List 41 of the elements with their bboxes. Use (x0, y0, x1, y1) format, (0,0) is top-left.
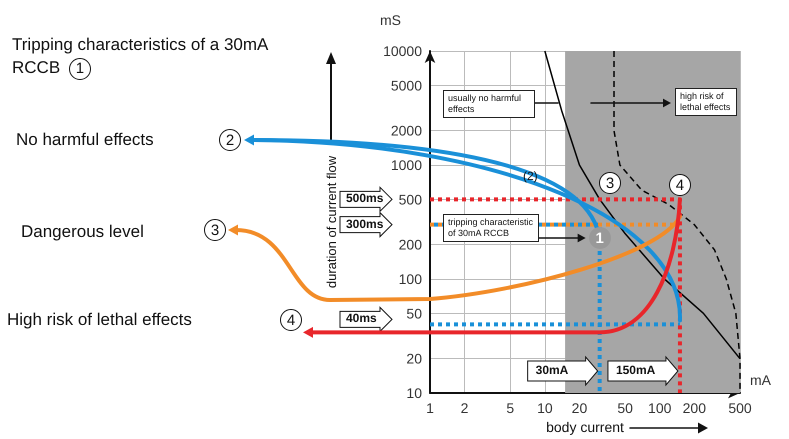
annotation: 150mA (616, 363, 656, 377)
text: Dangerous level (21, 221, 144, 243)
x-tick-label: 20 (572, 400, 588, 416)
y-axis-title: duration of current flow (324, 155, 339, 288)
annotation: usually no harmful effects (443, 90, 535, 118)
annotation: tripping characteristic of 30mA RCCB (443, 214, 539, 242)
y-tick-label: 10 (406, 385, 422, 401)
text: 40ms (346, 311, 377, 326)
y-tick-label: 100 (398, 271, 422, 287)
annotation: 4 (668, 174, 691, 196)
x-tick-label: 500 (728, 400, 752, 416)
x-tick-label: 5 (506, 400, 514, 416)
x-tick-label: 100 (648, 400, 672, 416)
text: mS (380, 12, 401, 28)
x-tick-label: 2 (460, 400, 469, 416)
x-axis-title: body current (546, 418, 624, 435)
text: 3 (204, 219, 226, 241)
annotation: 1 (588, 227, 611, 249)
x-tick-label: 50 (617, 400, 634, 416)
text: No harmful effects (16, 129, 154, 151)
text: mA (750, 372, 771, 388)
x-tick-label: 1 (426, 400, 434, 416)
text: 1 (68, 58, 91, 80)
y-tick-label: 2000 (390, 122, 422, 139)
y-tick-label: 500 (398, 191, 422, 208)
y-tick-label: 10000 (383, 43, 422, 59)
text: 4 (280, 309, 302, 331)
text: 500ms (346, 191, 384, 206)
y-tick-label: 200 (398, 236, 422, 253)
annotation: 3 (599, 172, 621, 194)
y-tick-label: 1000 (390, 157, 422, 173)
text: 2 (219, 129, 241, 151)
x-tick-label: 200 (682, 400, 706, 416)
annotation: high risk of lethal effects (675, 88, 737, 116)
x-tick-label: 10 (537, 400, 553, 416)
y-tick-label: 5000 (390, 77, 422, 94)
y-tick-label: 20 (406, 350, 422, 367)
annotation: 30mA (536, 363, 568, 377)
text: High risk of lethal effects (7, 309, 192, 331)
text: 300ms (346, 216, 384, 231)
y-tick-label: 50 (406, 305, 422, 322)
